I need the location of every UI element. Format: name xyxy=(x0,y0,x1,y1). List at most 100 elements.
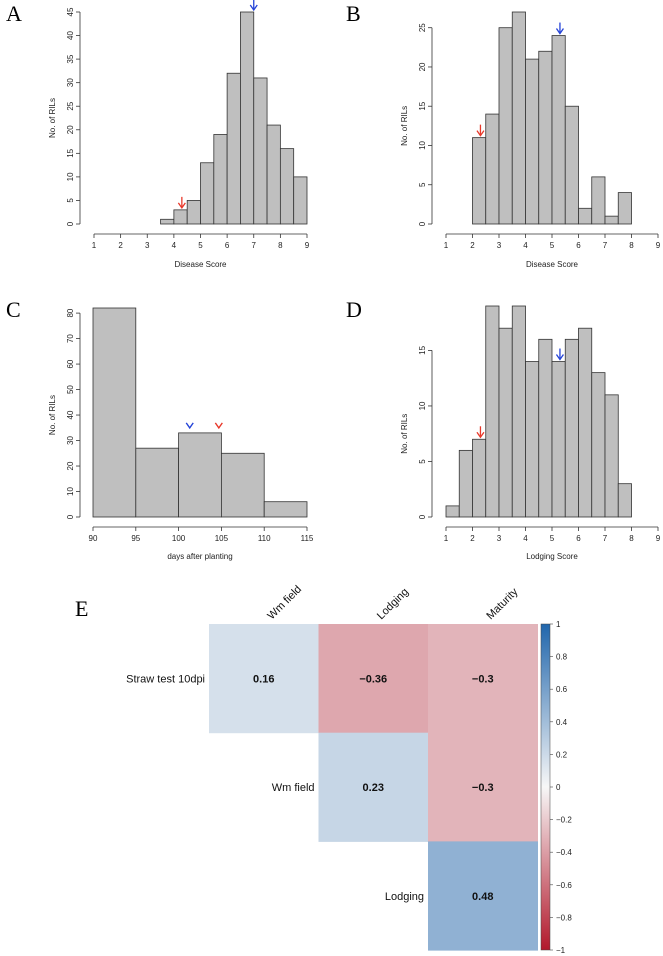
y-tick-label: 10 xyxy=(66,172,75,181)
colorbar xyxy=(540,623,551,951)
histogram-bar xyxy=(591,372,606,518)
histogram-bar xyxy=(472,438,487,518)
correlation-cell xyxy=(209,624,319,734)
correlation-panel-e: E 0.16 −0.36 −0.3 0.23 −0.3 0.48 Wm field Lodgin… xyxy=(75,583,572,955)
x-tick-label: 110 xyxy=(258,534,271,543)
blue-arrow-icon xyxy=(185,422,194,430)
x-tick-label: 105 xyxy=(215,534,229,543)
histogram-bar xyxy=(525,361,540,518)
y-tick-label: 10 xyxy=(418,140,427,149)
correlation-value: 0.48 xyxy=(472,891,493,903)
y-tick-label: 30 xyxy=(66,436,75,445)
histogram-bar xyxy=(226,72,241,225)
histogram-bar xyxy=(538,338,553,518)
histogram-bar xyxy=(220,452,265,518)
y-tick-label: 15 xyxy=(66,148,75,157)
correlation-value: −0.3 xyxy=(472,673,494,685)
y-tick-label: 40 xyxy=(66,31,75,40)
histogram-bar xyxy=(173,209,188,225)
blue-arrow-icon xyxy=(249,0,258,12)
colorbar-tick-label: 0.6 xyxy=(556,685,568,694)
correlation-cell xyxy=(428,841,538,951)
histogram-bar xyxy=(160,218,175,225)
histogram-bar xyxy=(445,505,460,518)
blue-arrow-icon xyxy=(555,22,564,35)
correlation-cell xyxy=(428,732,538,842)
x-tick-label: 6 xyxy=(576,241,581,250)
correlation-value: 0.16 xyxy=(253,673,274,685)
x-tick-label: 4 xyxy=(523,534,528,543)
y-tick-label: 5 xyxy=(418,459,427,464)
histogram-bar xyxy=(551,35,566,225)
colorbar-tick-label: −0.8 xyxy=(556,913,572,922)
colorbar-tick-label: −0.4 xyxy=(556,848,572,857)
y-tick-label: 60 xyxy=(66,359,75,368)
histogram-bar xyxy=(617,483,632,518)
colorbar-tick-label: 0.8 xyxy=(556,653,568,662)
histogram-bar xyxy=(186,200,201,225)
x-axis-title: Disease Score xyxy=(526,260,579,269)
y-tick-label: 20 xyxy=(66,461,75,470)
column-label: Maturity xyxy=(484,586,520,622)
histogram-bar xyxy=(511,305,526,518)
panel-label: C xyxy=(6,297,21,322)
x-tick-label: 9 xyxy=(656,534,661,543)
panel-label: E xyxy=(75,596,88,621)
colorbar-tick-label: 0.4 xyxy=(556,718,568,727)
y-tick-label: 0 xyxy=(66,514,75,519)
y-tick-label: 20 xyxy=(66,125,75,134)
x-tick-label: 1 xyxy=(92,241,97,250)
x-tick-label: 8 xyxy=(629,534,634,543)
histogram-bar xyxy=(279,148,295,225)
histogram-bar xyxy=(604,394,619,518)
histogram-bar xyxy=(498,27,513,225)
colorbar-tick-label: −0.6 xyxy=(556,881,572,890)
x-tick-label: 3 xyxy=(497,241,502,250)
histogram-bar xyxy=(213,134,228,225)
x-axis-title: Disease Score xyxy=(174,260,227,269)
y-axis-title: No. of RILs xyxy=(400,414,409,454)
y-tick-label: 0 xyxy=(418,221,427,226)
y-tick-label: 40 xyxy=(66,410,75,419)
x-tick-label: 2 xyxy=(470,241,475,250)
x-tick-label: 95 xyxy=(131,534,140,543)
x-tick-label: 90 xyxy=(89,534,98,543)
histogram-bar xyxy=(578,207,593,225)
histogram-bar xyxy=(538,50,553,225)
histogram-bar xyxy=(485,113,500,225)
correlation-cell xyxy=(428,624,538,734)
y-tick-label: 25 xyxy=(66,101,75,110)
y-tick-label: 0 xyxy=(418,514,427,519)
correlation-value: −0.3 xyxy=(472,782,494,794)
histogram-bar xyxy=(525,58,540,225)
y-tick-label: 50 xyxy=(66,385,75,394)
histogram-bar xyxy=(578,327,593,518)
histogram-bar xyxy=(511,11,526,225)
y-tick-label: 5 xyxy=(66,198,75,203)
x-tick-label: 3 xyxy=(145,241,150,250)
y-tick-label: 30 xyxy=(66,78,75,87)
column-label: Lodging xyxy=(375,586,411,622)
x-tick-label: 4 xyxy=(523,241,528,250)
x-tick-label: 7 xyxy=(603,534,608,543)
x-tick-label: 2 xyxy=(118,241,123,250)
histogram-bar xyxy=(472,137,487,225)
y-tick-label: 20 xyxy=(418,62,427,71)
y-axis-title: No. of RILs xyxy=(48,98,57,138)
histogram-bar xyxy=(92,307,137,518)
histogram-bar xyxy=(551,361,566,518)
y-axis-title: No. of RILs xyxy=(400,106,409,146)
x-tick-label: 8 xyxy=(278,241,283,250)
histogram-panel-c: C 90 95 100 105 110 115 days after planting 0 10 2… xyxy=(6,297,314,561)
histogram-bar xyxy=(604,215,619,225)
histogram-bar xyxy=(240,11,255,225)
x-tick-label: 9 xyxy=(656,241,661,250)
red-arrow-icon xyxy=(177,196,186,210)
x-tick-label: 7 xyxy=(252,241,257,250)
x-tick-label: 4 xyxy=(172,241,177,250)
histogram-panel-b: B 1 2 3 4 5 6 7 8 9 Disease Score 0 5 10 15 20 25 No. of … xyxy=(346,1,661,269)
histogram-bar xyxy=(564,105,579,225)
x-tick-label: 6 xyxy=(225,241,230,250)
y-tick-label: 70 xyxy=(66,334,75,343)
